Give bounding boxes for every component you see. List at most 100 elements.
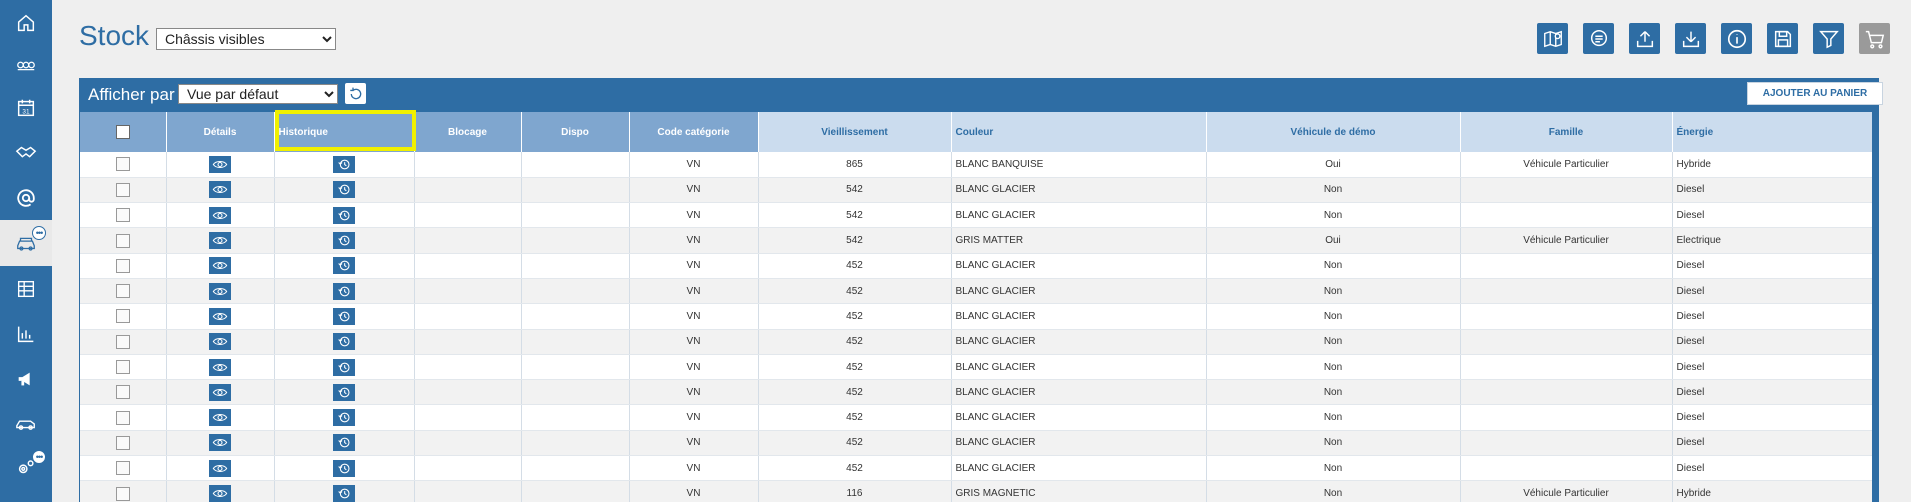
table-row[interactable]: VN 452 BLANC GLACIER Non Diesel <box>80 430 1877 457</box>
details-button[interactable] <box>209 485 231 502</box>
details-button[interactable] <box>209 206 231 224</box>
table-row[interactable]: VN 542 GRIS MATTER Oui Véhicule Particulier E… <box>80 227 1877 254</box>
details-cell <box>166 152 275 178</box>
row-checkbox[interactable] <box>115 385 130 400</box>
details-button[interactable] <box>209 257 231 275</box>
details-button[interactable] <box>209 434 231 452</box>
header-demo[interactable]: Véhicule de démo <box>1206 112 1461 152</box>
row-checkbox[interactable] <box>115 435 130 450</box>
table-row[interactable]: VN 452 BLANC GLACIER Non Diesel <box>80 278 1877 305</box>
details-button[interactable] <box>209 459 231 477</box>
import-button[interactable] <box>1675 23 1706 54</box>
comments-button[interactable] <box>1583 23 1614 54</box>
details-button[interactable] <box>209 181 231 199</box>
history-cell <box>274 303 415 330</box>
table-row[interactable]: VN 452 BLANC GLACIER Non Diesel <box>80 455 1877 482</box>
table-row[interactable]: VN 116 GRIS MAGNETIC Non Véhicule Particulie… <box>80 480 1877 502</box>
sidebar-item-table[interactable] <box>0 266 52 312</box>
table-row[interactable]: VN 452 BLANC GLACIER Non Diesel <box>80 303 1877 330</box>
sidebar-item-home[interactable] <box>0 0 52 46</box>
sidebar-item-partners[interactable] <box>0 42 52 88</box>
select-all-checkbox[interactable] <box>115 125 130 139</box>
row-checkbox[interactable] <box>115 182 130 197</box>
header-color[interactable]: Couleur <box>951 112 1207 152</box>
sidebar-item-calendar[interactable]: 31 <box>0 85 52 131</box>
history-button[interactable] <box>333 206 355 224</box>
row-checkbox[interactable] <box>115 309 130 324</box>
chassis-visibility-select[interactable]: Châssis visibles <box>156 28 336 50</box>
history-button[interactable] <box>333 409 355 427</box>
family-cell <box>1460 177 1673 204</box>
history-button[interactable] <box>333 434 355 452</box>
block-cell <box>414 404 522 431</box>
map-button[interactable] <box>1537 23 1568 54</box>
refresh-button[interactable] <box>345 83 366 104</box>
sidebar-item-email[interactable] <box>0 175 52 221</box>
history-button[interactable] <box>333 333 355 351</box>
sidebar-item-marketing[interactable] <box>0 356 52 402</box>
header-details[interactable]: Détails <box>166 112 275 152</box>
details-button[interactable] <box>209 383 231 401</box>
row-checkbox[interactable] <box>115 284 130 299</box>
sidebar-item-stock[interactable]: ••• <box>0 220 52 266</box>
history-button[interactable] <box>333 485 355 502</box>
sidebar-item-vehicles[interactable] <box>0 400 52 446</box>
details-button[interactable] <box>209 409 231 427</box>
filter-button[interactable] <box>1813 23 1844 54</box>
header-history[interactable]: Historique <box>274 112 415 152</box>
export-button[interactable] <box>1629 23 1660 54</box>
row-checkbox[interactable] <box>115 334 130 349</box>
header-block[interactable]: Blocage <box>414 112 522 152</box>
cart-button[interactable] <box>1859 23 1890 54</box>
row-checkbox[interactable] <box>115 410 130 425</box>
view-select[interactable]: Vue par défaut <box>178 84 338 104</box>
category-cell: VN <box>629 354 759 381</box>
history-button[interactable] <box>333 155 355 173</box>
add-to-cart-button[interactable]: AJOUTER AU PANIER <box>1747 82 1883 105</box>
history-button[interactable] <box>333 181 355 199</box>
details-button[interactable] <box>209 155 231 173</box>
history-button[interactable] <box>333 307 355 325</box>
sidebar-item-settings[interactable]: ••• <box>0 444 52 490</box>
details-button[interactable] <box>209 282 231 300</box>
details-button[interactable] <box>209 307 231 325</box>
history-button[interactable] <box>333 257 355 275</box>
header-aging[interactable]: Vieillissement <box>758 112 952 152</box>
info-button[interactable] <box>1721 23 1752 54</box>
details-button[interactable] <box>209 232 231 250</box>
header-dispo[interactable]: Dispo <box>521 112 630 152</box>
details-cell <box>166 480 275 502</box>
header-energy[interactable]: Énergie <box>1672 112 1877 152</box>
vertical-scrollbar[interactable] <box>1872 112 1879 502</box>
table-row[interactable]: VN 452 BLANC GLACIER Non Diesel <box>80 354 1877 381</box>
row-checkbox[interactable] <box>115 157 130 172</box>
category-cell: VN <box>629 253 759 279</box>
table-row[interactable]: VN 452 BLANC GLACIER Non Diesel <box>80 379 1877 406</box>
row-checkbox[interactable] <box>115 208 130 223</box>
table-row[interactable]: VN 452 BLANC GLACIER Non Diesel <box>80 253 1877 279</box>
table-row[interactable]: VN 452 BLANC GLACIER Non Diesel <box>80 404 1877 431</box>
row-checkbox[interactable] <box>115 461 130 476</box>
sidebar-item-stats[interactable] <box>0 311 52 357</box>
details-button[interactable] <box>209 333 231 351</box>
row-checkbox[interactable] <box>115 258 130 273</box>
details-button[interactable] <box>209 358 231 376</box>
history-button[interactable] <box>333 358 355 376</box>
header-category[interactable]: Code catégorie <box>629 112 759 152</box>
row-checkbox[interactable] <box>115 233 130 248</box>
history-button[interactable] <box>333 232 355 250</box>
table-row[interactable]: VN 542 BLANC GLACIER Non Diesel <box>80 202 1877 229</box>
history-button[interactable] <box>333 459 355 477</box>
header-family[interactable]: Famille <box>1460 112 1673 152</box>
aging-cell: 452 <box>758 379 952 406</box>
details-cell <box>166 404 275 431</box>
save-button[interactable] <box>1767 23 1798 54</box>
table-row[interactable]: VN 865 BLANC BANQUISE Oui Véhicule Particuli… <box>80 152 1877 178</box>
row-checkbox[interactable] <box>115 486 130 501</box>
history-button[interactable] <box>333 383 355 401</box>
table-row[interactable]: VN 542 BLANC GLACIER Non Diesel <box>80 177 1877 204</box>
row-checkbox[interactable] <box>115 360 130 375</box>
history-button[interactable] <box>333 282 355 300</box>
sidebar-item-deals[interactable] <box>0 130 52 176</box>
table-row[interactable]: VN 452 BLANC GLACIER Non Diesel <box>80 329 1877 355</box>
